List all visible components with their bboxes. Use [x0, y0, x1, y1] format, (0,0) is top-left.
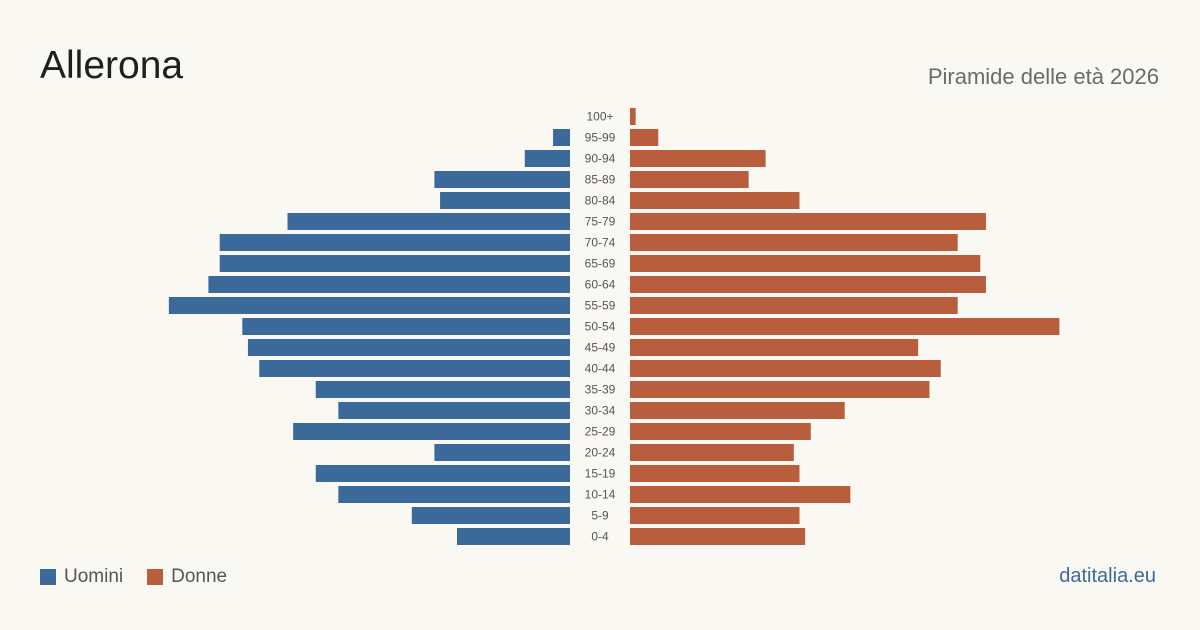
- age-label-70-74: 70-74: [585, 236, 616, 250]
- bar-men-80-84: [440, 192, 570, 209]
- bar-women-55-59: [630, 297, 958, 314]
- age-label-45-49: 45-49: [585, 341, 616, 355]
- bar-women-70-74: [630, 234, 958, 251]
- brand-link[interactable]: datitalia.eu: [1059, 565, 1156, 587]
- bar-women-25-29: [630, 423, 811, 440]
- bar-women-0-4: [630, 528, 806, 545]
- bar-women-95-99: [630, 129, 659, 146]
- bar-men-30-34: [338, 402, 570, 419]
- legend-item-women: Donne: [147, 566, 227, 588]
- bar-men-55-59: [168, 297, 570, 314]
- bar-men-70-74: [219, 234, 570, 251]
- bar-women-75-79: [630, 213, 986, 230]
- bar-women-65-69: [630, 255, 981, 272]
- chart-subtitle: Piramide delle età 2026: [927, 64, 1159, 89]
- bar-women-80-84: [630, 192, 800, 209]
- bar-men-50-54: [242, 318, 571, 335]
- age-label-30-34: 30-34: [585, 404, 616, 418]
- bar-men-90-94: [524, 150, 570, 167]
- bar-women-85-89: [630, 171, 749, 188]
- bar-women-50-54: [630, 318, 1060, 335]
- legend: Uomini Donne: [40, 566, 227, 588]
- age-label-100+: 100+: [586, 110, 613, 124]
- age-label-65-69: 65-69: [585, 257, 616, 271]
- bar-women-100+: [630, 108, 636, 125]
- legend-swatch-women: [147, 569, 164, 585]
- age-label-25-29: 25-29: [585, 425, 616, 439]
- bar-men-95-99: [553, 129, 570, 146]
- age-label-35-39: 35-39: [585, 383, 616, 397]
- age-label-90-94: 90-94: [585, 152, 616, 166]
- bar-women-5-9: [630, 507, 800, 524]
- age-label-75-79: 75-79: [585, 215, 616, 229]
- bar-women-10-14: [630, 486, 851, 503]
- age-label-15-19: 15-19: [585, 467, 616, 481]
- legend-label-men: Uomini: [64, 566, 124, 587]
- bar-women-45-49: [630, 339, 919, 356]
- age-label-55-59: 55-59: [585, 299, 616, 313]
- age-label-60-64: 60-64: [585, 278, 616, 292]
- bar-men-5-9: [411, 507, 570, 524]
- bar-women-20-24: [630, 444, 794, 461]
- bar-men-40-44: [259, 360, 570, 377]
- age-label-20-24: 20-24: [585, 446, 616, 460]
- page-title: Allerona: [40, 44, 184, 87]
- bar-women-15-19: [630, 465, 800, 482]
- legend-item-men: Uomini: [40, 566, 123, 588]
- legend-swatch-men: [40, 569, 56, 585]
- bar-women-90-94: [630, 150, 766, 167]
- bar-men-65-69: [219, 255, 570, 272]
- age-label-50-54: 50-54: [585, 320, 616, 334]
- bar-women-35-39: [630, 381, 930, 398]
- bar-men-20-24: [434, 444, 570, 461]
- age-label-5-9: 5-9: [591, 509, 609, 523]
- bar-men-15-19: [315, 465, 570, 482]
- bar-men-60-64: [208, 276, 570, 293]
- bar-men-35-39: [315, 381, 570, 398]
- bar-men-25-29: [293, 423, 570, 440]
- bar-women-60-64: [630, 276, 986, 293]
- age-label-80-84: 80-84: [585, 194, 616, 208]
- age-label-10-14: 10-14: [585, 488, 616, 502]
- bar-men-10-14: [338, 486, 570, 503]
- bar-women-40-44: [630, 360, 941, 377]
- age-label-85-89: 85-89: [585, 173, 616, 187]
- age-label-0-4: 0-4: [591, 530, 609, 544]
- age-label-95-99: 95-99: [585, 131, 616, 145]
- bar-women-30-34: [630, 402, 845, 419]
- bar-men-75-79: [287, 213, 570, 230]
- bar-men-85-89: [434, 171, 570, 188]
- age-label-40-44: 40-44: [585, 362, 616, 376]
- bar-men-0-4: [457, 528, 570, 545]
- legend-label-women: Donne: [171, 566, 228, 587]
- bar-men-45-49: [247, 339, 570, 356]
